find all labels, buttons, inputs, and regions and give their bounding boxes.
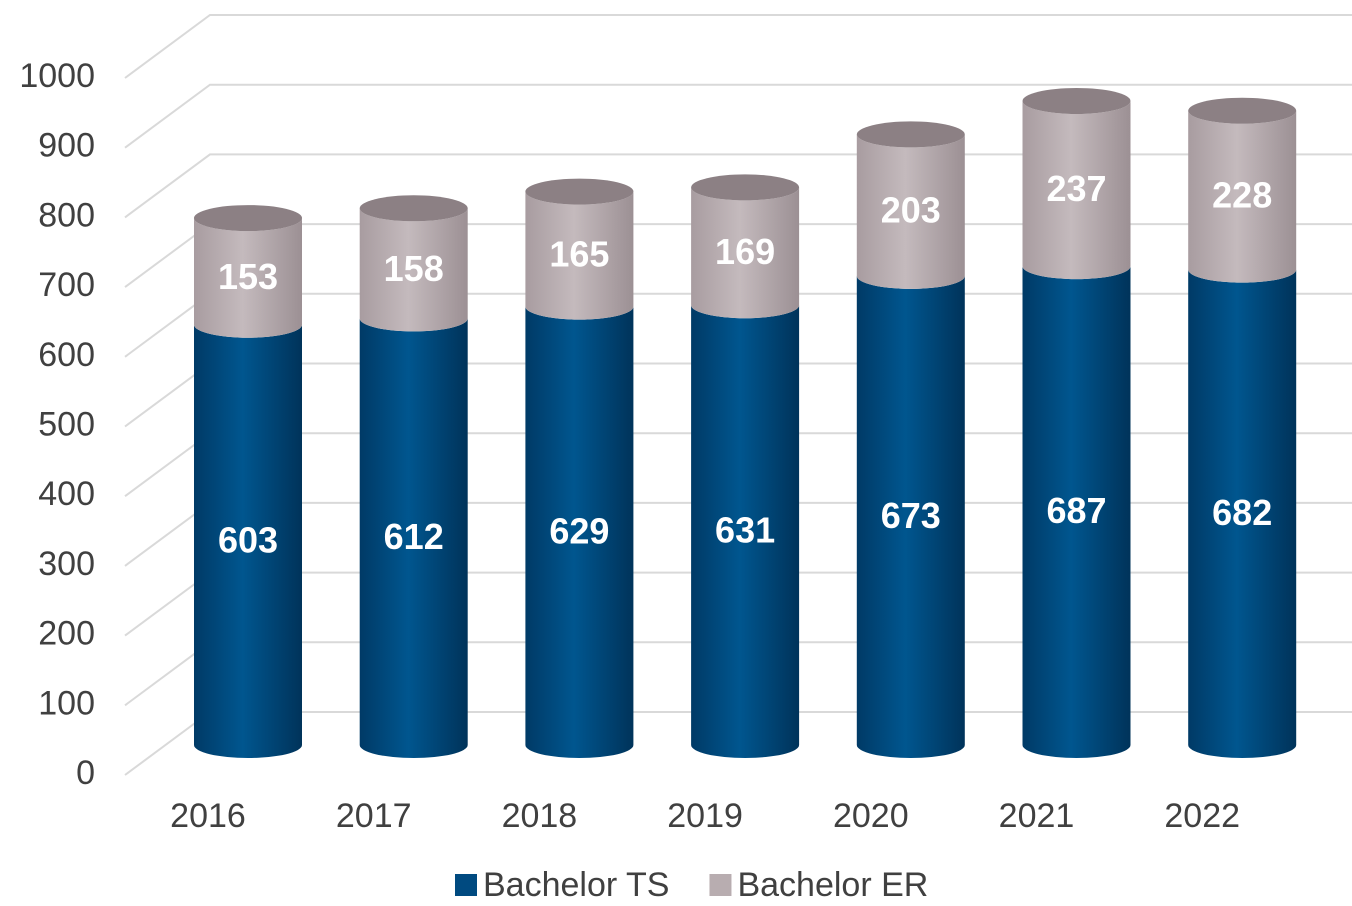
data-label: 687 [1046, 490, 1106, 531]
cylinder-segment [856, 134, 965, 289]
cylinder-top [1188, 97, 1297, 124]
cylinder-segment [525, 306, 634, 758]
cylinder-segment [1188, 269, 1297, 758]
cylinder-top [525, 178, 634, 205]
cylinder-segment [691, 187, 800, 319]
cylinder-segment [359, 208, 468, 332]
data-label: 612 [384, 516, 444, 557]
y-tick-label: 700 [38, 266, 95, 304]
x-tick-label: 2017 [336, 797, 412, 835]
y-tick-label: 500 [38, 405, 95, 443]
cylinder-segment [1022, 266, 1131, 758]
cylinder-segment [691, 305, 800, 758]
cylinder-segment [525, 191, 634, 320]
y-tick-label: 300 [38, 545, 95, 583]
data-label: 158 [384, 248, 444, 289]
data-label: 203 [881, 190, 941, 231]
y-tick-label: 0 [76, 754, 95, 792]
legend-swatch [455, 874, 477, 896]
x-tick-label: 2019 [667, 797, 743, 835]
data-label: 165 [549, 234, 609, 275]
y-tick-label: 100 [38, 684, 95, 722]
cylinder-segment [194, 218, 302, 338]
cylinder-segment [1188, 110, 1297, 283]
cylinder-top [194, 205, 302, 232]
y-tick-label: 1000 [19, 57, 95, 95]
cylinder-segment [194, 324, 302, 758]
grid-line [124, 83, 1352, 149]
data-label: 228 [1212, 175, 1272, 216]
x-tick-label: 2021 [999, 797, 1075, 835]
data-label: 682 [1212, 492, 1272, 533]
cylinder-top [1022, 87, 1131, 114]
x-tick-label: 2022 [1164, 797, 1240, 835]
cylinder-segment [856, 275, 965, 758]
data-label: 169 [715, 231, 775, 272]
cylinder-top [691, 174, 800, 201]
grid-line [124, 153, 1352, 219]
y-tick-label: 200 [38, 615, 95, 653]
cylinder-segment [1022, 100, 1131, 280]
data-label: 153 [218, 256, 278, 297]
y-tick-label: 400 [38, 475, 95, 513]
legend-swatch [709, 874, 732, 896]
y-tick-label: 900 [38, 127, 95, 165]
y-tick-label: 600 [38, 336, 95, 374]
cylinder-segment [359, 318, 468, 758]
x-tick-label: 2016 [170, 797, 246, 835]
data-label: 237 [1046, 168, 1106, 209]
cylinder-top [856, 121, 965, 148]
data-label: 673 [881, 495, 941, 536]
data-label: 631 [715, 510, 775, 551]
y-tick-label: 800 [38, 196, 95, 234]
data-label: 629 [549, 510, 609, 551]
x-tick-label: 2020 [833, 797, 909, 835]
grid-line [124, 14, 1352, 79]
cylinder-top [359, 195, 468, 222]
x-tick-label: 2018 [502, 797, 578, 835]
legend-label: Bachelor ER [737, 866, 928, 904]
legend-label: Bachelor TS [483, 866, 669, 904]
data-label: 603 [218, 519, 278, 560]
